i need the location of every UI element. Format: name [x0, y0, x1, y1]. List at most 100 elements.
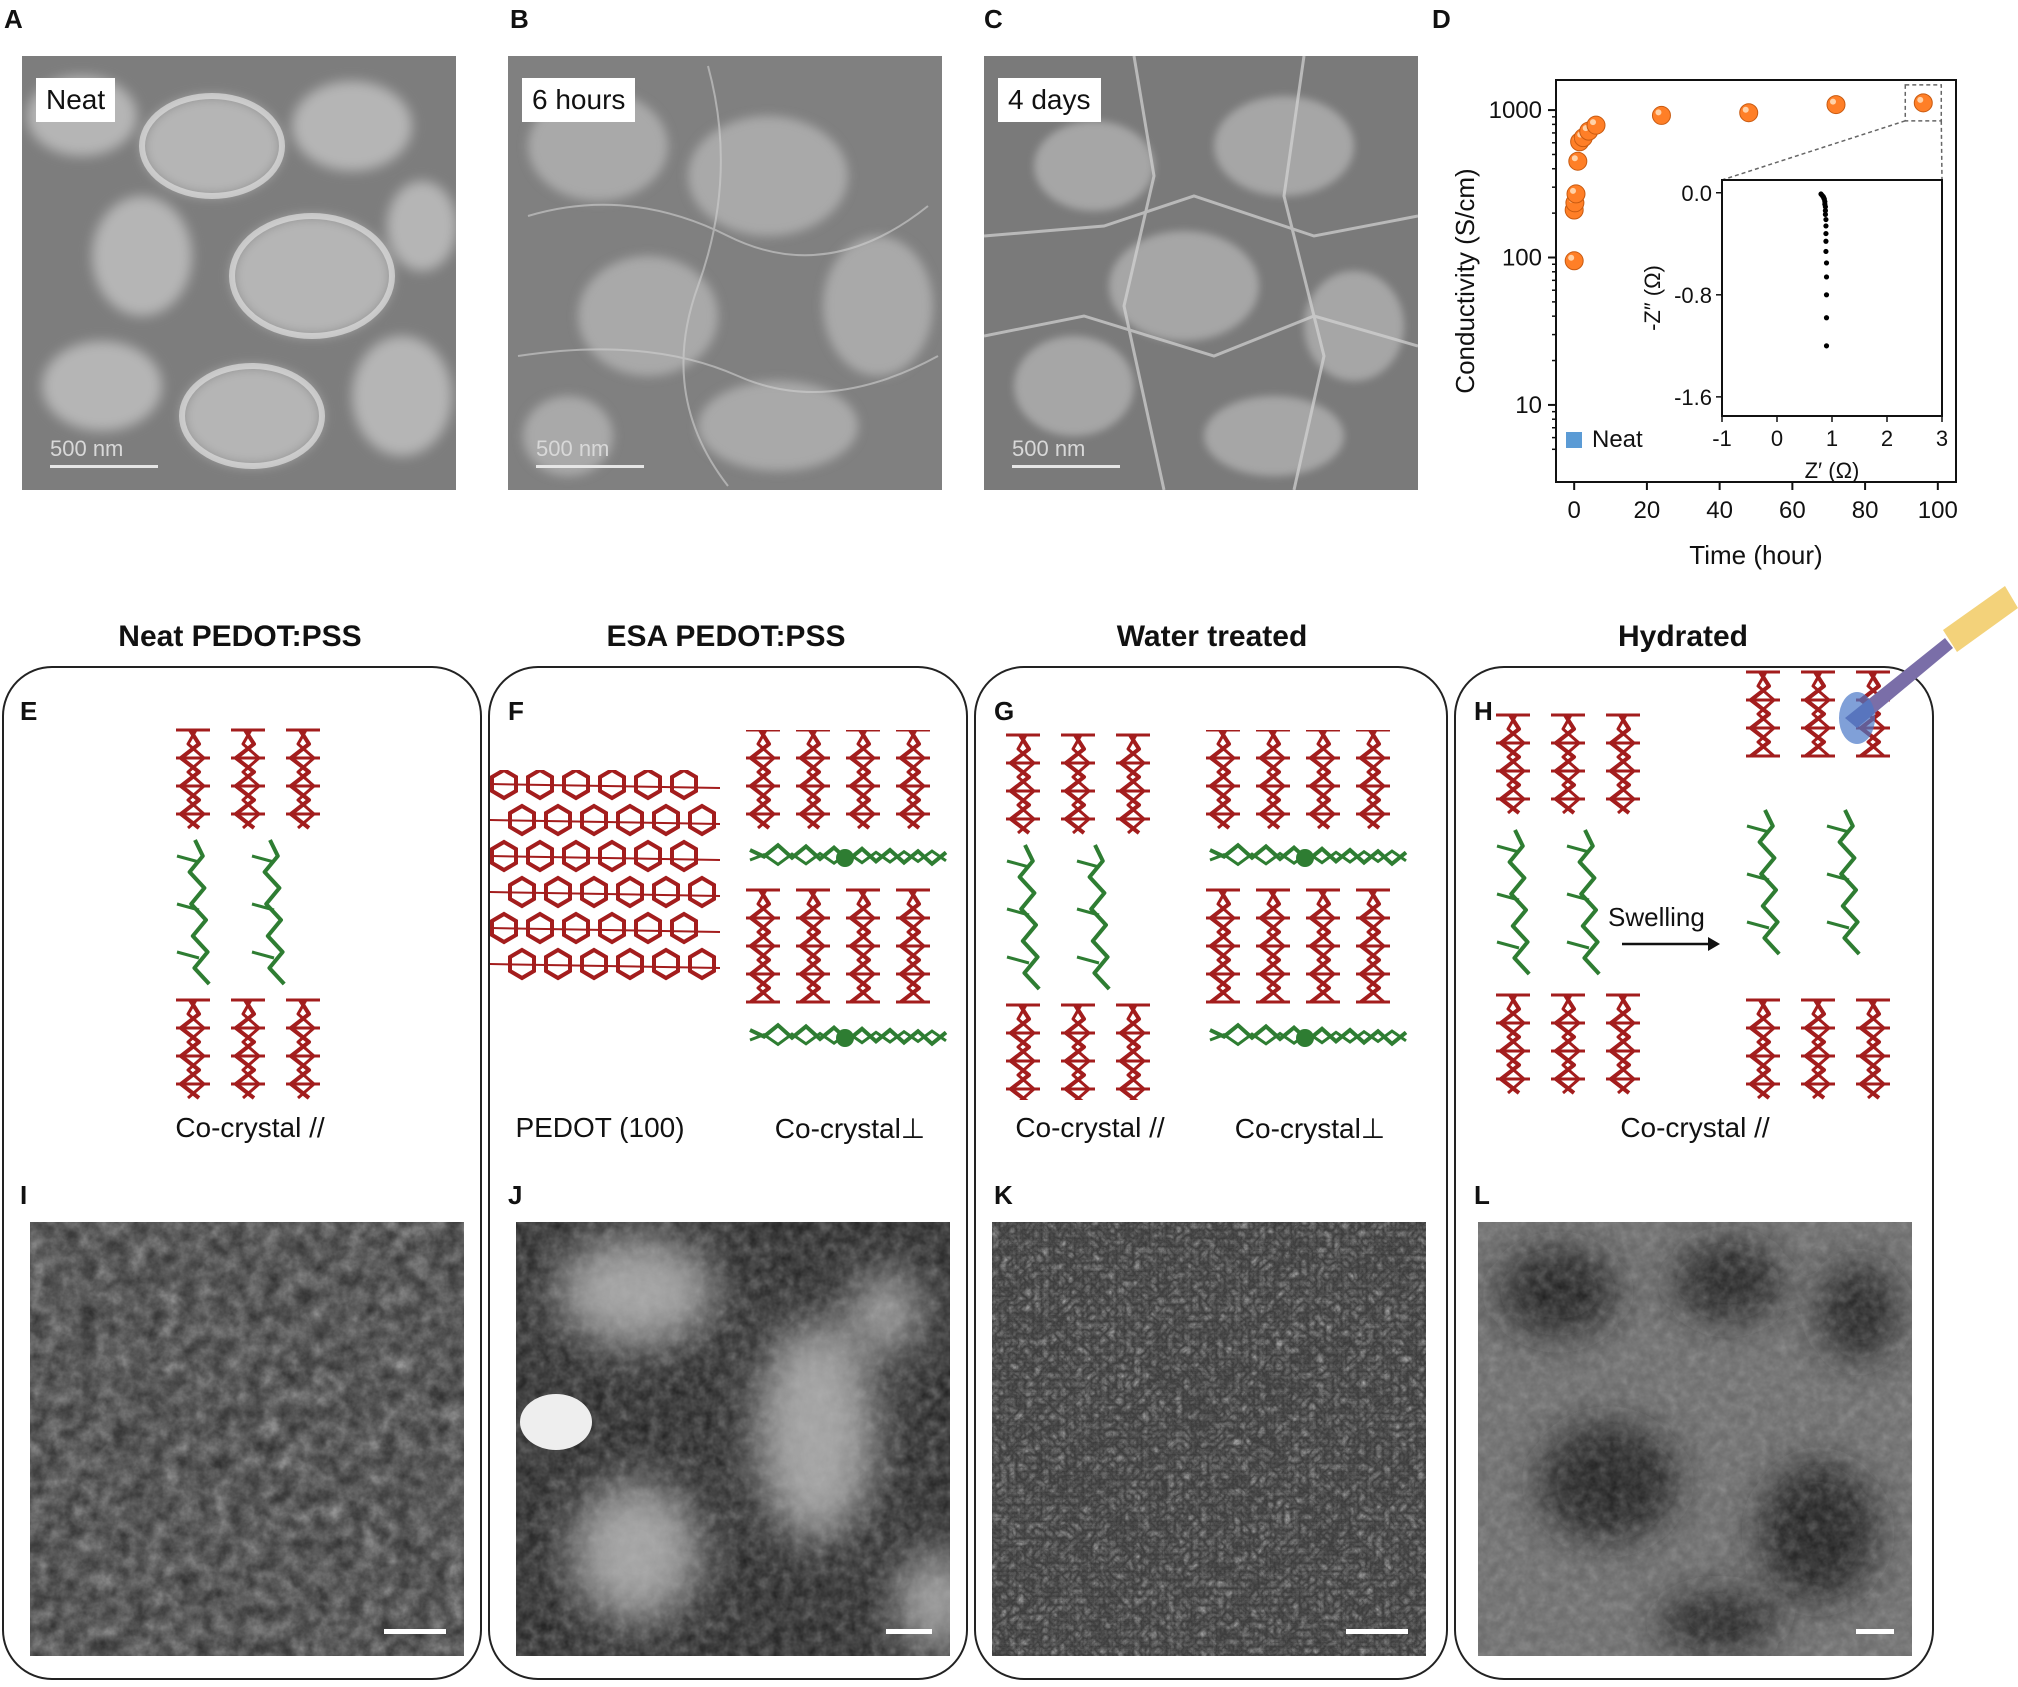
- tem-texture: [516, 1222, 950, 1656]
- pss-chain: [1017, 844, 1041, 991]
- panel-letter-a: A: [4, 4, 23, 34]
- pedot-chain: [1506, 714, 1526, 815]
- pss-side-group: [1006, 859, 1030, 869]
- structure-water-co-crystal-perp: [1206, 730, 1408, 1047]
- pss-side-group: [1826, 872, 1850, 882]
- pedot-chain: [1009, 733, 1031, 835]
- pedot-ring: [490, 911, 518, 945]
- pedot-ring: [562, 839, 590, 873]
- pedot-ring: [670, 770, 698, 801]
- pedot-chain: [1126, 1004, 1146, 1100]
- pedot-chain: [1126, 734, 1146, 835]
- inset-data-point: [1823, 223, 1829, 229]
- panel-letter-c: C: [984, 4, 1003, 34]
- data-point-highlight: [1568, 254, 1575, 261]
- section-title-hydrated: Hydrated: [1617, 620, 1749, 653]
- inset-data-point: [1823, 260, 1830, 266]
- pedot-chain: [1749, 998, 1771, 1100]
- pedot-chain: [856, 730, 876, 830]
- pedot-ring: [526, 839, 554, 873]
- pedot-chain: [1064, 1003, 1086, 1100]
- legend-swatch: [1566, 432, 1582, 448]
- pss-chain: [262, 839, 286, 986]
- scale-bar: [536, 465, 644, 468]
- pedot-chain: [1561, 714, 1581, 815]
- inset-y-axis-label: -Z″ (Ω): [1640, 265, 1665, 331]
- pss-side-group: [1496, 844, 1520, 854]
- data-point: [1566, 184, 1586, 204]
- pedot-chain: [1616, 994, 1636, 1095]
- data-point-highlight: [1655, 109, 1662, 116]
- pedot-chain: [1859, 670, 1881, 758]
- panel-letter-e: E: [20, 696, 38, 726]
- pss-node: [836, 849, 854, 867]
- pedot-chain: [1119, 1003, 1141, 1100]
- pedot-ring: [580, 947, 608, 981]
- pedot-backbone: [490, 855, 720, 861]
- scale-bar: [1346, 1629, 1408, 1634]
- y-tick-label: 10: [1515, 392, 1542, 419]
- inset-data-point: [1822, 204, 1828, 210]
- pss-chain: [1577, 829, 1601, 976]
- y-tick-label: 100: [1502, 245, 1542, 272]
- pedot-ring: [580, 875, 608, 909]
- pedot-ring: [562, 770, 590, 801]
- panel-letter-f: F: [508, 696, 524, 726]
- pss-side-group: [1566, 940, 1590, 950]
- pedot-chain: [1064, 733, 1086, 835]
- pss-side-group: [1826, 824, 1850, 834]
- caption-esa-co-crystal: Co-crystal⊥: [774, 1113, 926, 1144]
- inset-x-tick-label: -1: [1712, 426, 1732, 451]
- pedot-ring: [688, 875, 716, 909]
- sem-image-6-hours: 6 hours 500 nm: [508, 56, 942, 490]
- pedot-ring: [670, 839, 698, 873]
- scale-bar-label: 500 nm: [1012, 436, 1086, 461]
- data-point-highlight: [1590, 119, 1596, 126]
- pedot-backbone: [490, 927, 720, 933]
- pedot-chain: [1616, 714, 1636, 815]
- pedot-chain: [1016, 734, 1036, 835]
- pedot-ring: [490, 839, 518, 873]
- pedot-chain: [1811, 671, 1831, 758]
- caption-water-co-crystal-parallel: Co-crystal //: [1015, 1112, 1165, 1143]
- pedot-chain: [186, 999, 206, 1100]
- pss-side-group: [1566, 844, 1590, 854]
- pedot-ring: [544, 803, 572, 837]
- caption-pedot-100: PEDOT (100): [515, 1112, 685, 1143]
- inset-y-tick-label: -1.6: [1674, 385, 1712, 410]
- caption-water-co-crystal-perp: Co-crystal⊥: [1234, 1113, 1386, 1144]
- panel-box-hydrated: [1454, 666, 1934, 1680]
- data-point: [1739, 103, 1759, 123]
- zoom-box: [1904, 84, 1943, 122]
- pedot-ring: [634, 770, 662, 801]
- panel-letter-j: J: [508, 1180, 523, 1210]
- pss-side-group: [1746, 920, 1770, 930]
- pss-side-group: [1496, 892, 1520, 902]
- pedot-backbone: [490, 963, 720, 969]
- pedot-chain: [1804, 998, 1826, 1100]
- pedot-ring: [508, 803, 536, 837]
- pedot-ring: [616, 875, 644, 909]
- pedot-chain: [1609, 713, 1631, 815]
- pedot-chain: [1366, 730, 1386, 830]
- pss-chain: [1757, 809, 1781, 956]
- pipette-icon: [1839, 586, 2018, 744]
- pedot-chain: [1756, 671, 1776, 758]
- tem-texture: [992, 1222, 1426, 1656]
- pedot-ring: [598, 770, 626, 801]
- x-tick-label: 0: [1568, 497, 1581, 524]
- inset-x-axis-label: Z′ (Ω): [1805, 458, 1860, 483]
- pedot-ring: [652, 803, 680, 837]
- pedot-chain: [289, 728, 311, 830]
- pedot-ring: [616, 947, 644, 981]
- tem-texture: [30, 1222, 464, 1656]
- panel-letter-l: L: [1474, 1180, 1490, 1210]
- pedot-chain: [186, 729, 206, 830]
- pedot-chain: [1756, 999, 1776, 1100]
- scale-bar: [1856, 1629, 1894, 1634]
- pedot-chain: [1859, 998, 1881, 1100]
- pss-side-group: [1076, 955, 1100, 965]
- scale-bar-label: 500 nm: [50, 436, 124, 461]
- pss-side-group: [176, 902, 200, 912]
